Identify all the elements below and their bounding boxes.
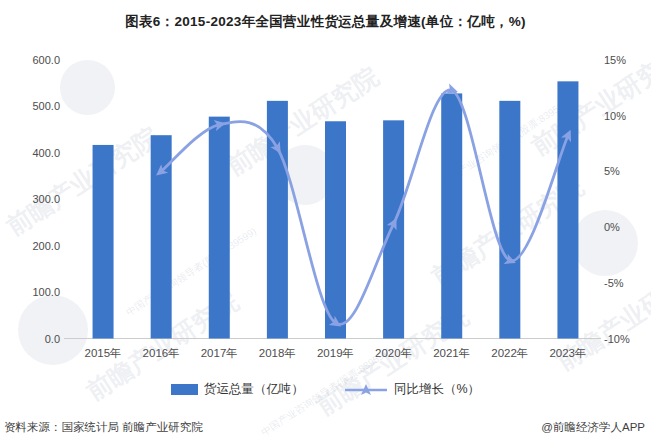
y-axis-left-tick: 400.0 bbox=[32, 147, 60, 159]
credit-text: @前瞻经济学人APP bbox=[541, 420, 645, 435]
x-axis-tick-2020: 2020年 bbox=[375, 347, 412, 359]
x-axis-tick-2019: 2019年 bbox=[317, 347, 354, 359]
y-axis-right-tick: 15% bbox=[604, 54, 626, 66]
y-axis-left-tick: 0.0 bbox=[45, 333, 60, 345]
legend-label-freight-total: 货运总量（亿吨） bbox=[204, 381, 304, 398]
legend-item-yoy-growth[interactable]: 同比增长（%） bbox=[344, 381, 480, 398]
legend-bar-swatch-icon bbox=[171, 384, 198, 395]
bar-2023 bbox=[557, 81, 578, 338]
y-axis-left-tick: 500.0 bbox=[32, 100, 60, 112]
page-footer: 资料来源：国家统计局 前瞻产业研究院 @前瞻经济学人APP bbox=[0, 420, 651, 435]
y-axis-left-tick: 300.0 bbox=[32, 193, 60, 205]
x-axis-tick-2016: 2016年 bbox=[143, 347, 180, 359]
bar-2015 bbox=[93, 145, 114, 339]
bar-2021 bbox=[441, 93, 462, 338]
y-axis-right-tick: -5% bbox=[604, 277, 624, 289]
y-axis-left-tick: 100.0 bbox=[32, 286, 60, 298]
y-axis-right-tick: 10% bbox=[604, 110, 626, 122]
legend-line-swatch-icon bbox=[344, 383, 388, 397]
legend-label-yoy-growth: 同比增长（%） bbox=[394, 381, 480, 398]
bar-2017 bbox=[209, 117, 230, 339]
chart-title: 图表6：2015-2023年全国营业性货运总量及增速(单位：亿吨，%) bbox=[0, 13, 651, 31]
x-axis-tick-2021: 2021年 bbox=[433, 347, 470, 359]
y-axis-right-tick: -10% bbox=[604, 333, 630, 345]
bar-2022 bbox=[499, 101, 520, 339]
y-axis-left-tick: 200.0 bbox=[32, 240, 60, 252]
x-axis-tick-2015: 2015年 bbox=[85, 347, 122, 359]
bar-2019 bbox=[325, 121, 346, 338]
y-axis-left-tick: 600.0 bbox=[32, 54, 60, 66]
y-axis-right-tick: 5% bbox=[604, 165, 620, 177]
x-axis-tick-2023: 2023年 bbox=[549, 347, 586, 359]
legend-item-freight-total[interactable]: 货运总量（亿吨） bbox=[171, 381, 304, 398]
legend: 货运总量（亿吨） 同比增长（%） bbox=[0, 381, 651, 398]
bar-2020 bbox=[383, 120, 404, 338]
x-axis-tick-2022: 2022年 bbox=[491, 347, 528, 359]
x-axis-tick-2017: 2017年 bbox=[201, 347, 238, 359]
data-source-text: 资料来源：国家统计局 前瞻产业研究院 bbox=[4, 420, 203, 435]
y-axis-right-tick: 0% bbox=[604, 221, 620, 233]
x-axis-tick-2018: 2018年 bbox=[259, 347, 296, 359]
